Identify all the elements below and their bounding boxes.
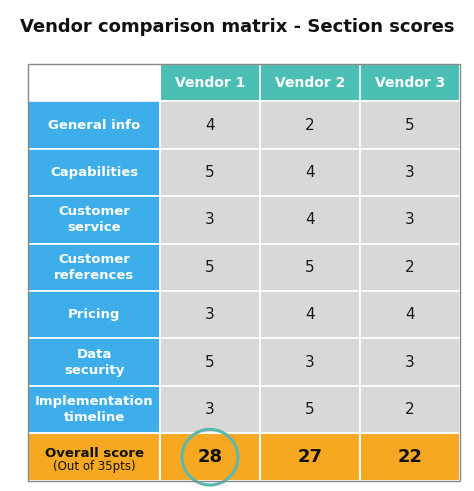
Text: 22: 22 (397, 448, 422, 466)
Text: Vendor comparison matrix - Section scores: Vendor comparison matrix - Section score… (20, 18, 454, 36)
Text: 4: 4 (405, 307, 415, 322)
Bar (28, 149, 160, 196)
Text: (Out of 35pts): (Out of 35pts) (53, 460, 136, 473)
Bar (260, 149, 360, 196)
Text: 2: 2 (405, 402, 415, 417)
Text: 4: 4 (305, 307, 315, 322)
Bar (260, 338, 360, 386)
Text: Pricing: Pricing (68, 308, 120, 321)
Bar (160, 196, 260, 244)
Bar (28, 338, 160, 386)
Bar (28, 386, 160, 433)
Text: Data
security: Data security (64, 348, 124, 377)
Bar (28, 102, 160, 149)
Text: 28: 28 (197, 448, 222, 466)
Text: 5: 5 (405, 117, 415, 133)
Text: Customer
references: Customer references (54, 253, 134, 282)
Text: 3: 3 (205, 213, 215, 227)
Bar (28, 433, 160, 481)
Bar (360, 386, 460, 433)
Text: Capabilities: Capabilities (50, 166, 138, 179)
Text: 4: 4 (205, 117, 215, 133)
Text: 3: 3 (405, 355, 415, 370)
Bar (160, 338, 260, 386)
Text: 4: 4 (305, 213, 315, 227)
Text: 3: 3 (405, 213, 415, 227)
Bar (28, 64, 460, 481)
Text: General info: General info (48, 119, 140, 132)
Text: Vendor 3: Vendor 3 (374, 76, 445, 90)
Bar (28, 291, 160, 338)
Bar (360, 149, 460, 196)
Text: Implementation
timeline: Implementation timeline (35, 395, 154, 424)
Text: 2: 2 (405, 260, 415, 275)
Text: 27: 27 (297, 448, 322, 466)
Text: 5: 5 (205, 165, 215, 180)
Bar (160, 291, 260, 338)
Bar (260, 244, 360, 291)
Bar (160, 244, 260, 291)
Bar (360, 433, 460, 481)
Text: 3: 3 (205, 307, 215, 322)
Bar (360, 102, 460, 149)
Text: Customer
service: Customer service (58, 205, 130, 234)
Bar (160, 149, 260, 196)
Bar (360, 196, 460, 244)
Bar (360, 338, 460, 386)
Text: 5: 5 (305, 402, 315, 417)
Text: Overall score: Overall score (45, 447, 144, 460)
Bar (260, 433, 360, 481)
Text: 3: 3 (405, 165, 415, 180)
Text: Vendor 1: Vendor 1 (175, 76, 245, 90)
Text: 2: 2 (305, 117, 315, 133)
Bar (360, 291, 460, 338)
Bar (360, 244, 460, 291)
Text: 4: 4 (305, 165, 315, 180)
Text: 3: 3 (205, 402, 215, 417)
Bar (160, 102, 260, 149)
Bar (260, 386, 360, 433)
Text: 3: 3 (305, 355, 315, 370)
Text: 5: 5 (205, 355, 215, 370)
Bar (160, 64, 460, 102)
Bar (260, 102, 360, 149)
Bar (260, 291, 360, 338)
Text: Vendor 2: Vendor 2 (275, 76, 345, 90)
Bar (160, 386, 260, 433)
Bar (28, 196, 160, 244)
Bar (160, 433, 260, 481)
Bar (260, 196, 360, 244)
Text: 5: 5 (305, 260, 315, 275)
Bar (28, 244, 160, 291)
Text: 5: 5 (205, 260, 215, 275)
